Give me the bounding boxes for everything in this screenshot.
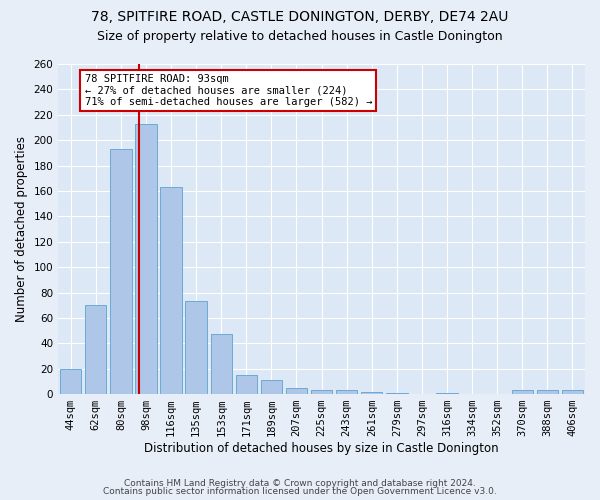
Bar xyxy=(386,393,407,394)
Bar xyxy=(261,380,282,394)
Text: Size of property relative to detached houses in Castle Donington: Size of property relative to detached ho… xyxy=(97,30,503,43)
Bar xyxy=(361,392,382,394)
Text: Contains public sector information licensed under the Open Government Licence v3: Contains public sector information licen… xyxy=(103,487,497,496)
Bar xyxy=(136,124,157,394)
Y-axis label: Number of detached properties: Number of detached properties xyxy=(15,136,28,322)
Bar xyxy=(562,390,583,394)
Bar xyxy=(160,187,182,394)
Bar xyxy=(311,390,332,394)
X-axis label: Distribution of detached houses by size in Castle Donington: Distribution of detached houses by size … xyxy=(144,442,499,455)
Bar xyxy=(236,375,257,394)
Bar xyxy=(60,368,82,394)
Text: Contains HM Land Registry data © Crown copyright and database right 2024.: Contains HM Land Registry data © Crown c… xyxy=(124,478,476,488)
Bar xyxy=(211,334,232,394)
Bar xyxy=(185,302,207,394)
Bar xyxy=(512,390,533,394)
Text: 78, SPITFIRE ROAD, CASTLE DONINGTON, DERBY, DE74 2AU: 78, SPITFIRE ROAD, CASTLE DONINGTON, DER… xyxy=(91,10,509,24)
Bar xyxy=(85,305,106,394)
Bar xyxy=(286,388,307,394)
Bar xyxy=(537,390,558,394)
Bar xyxy=(436,393,458,394)
Text: 78 SPITFIRE ROAD: 93sqm
← 27% of detached houses are smaller (224)
71% of semi-d: 78 SPITFIRE ROAD: 93sqm ← 27% of detache… xyxy=(85,74,372,107)
Bar xyxy=(336,390,358,394)
Bar xyxy=(110,149,131,394)
